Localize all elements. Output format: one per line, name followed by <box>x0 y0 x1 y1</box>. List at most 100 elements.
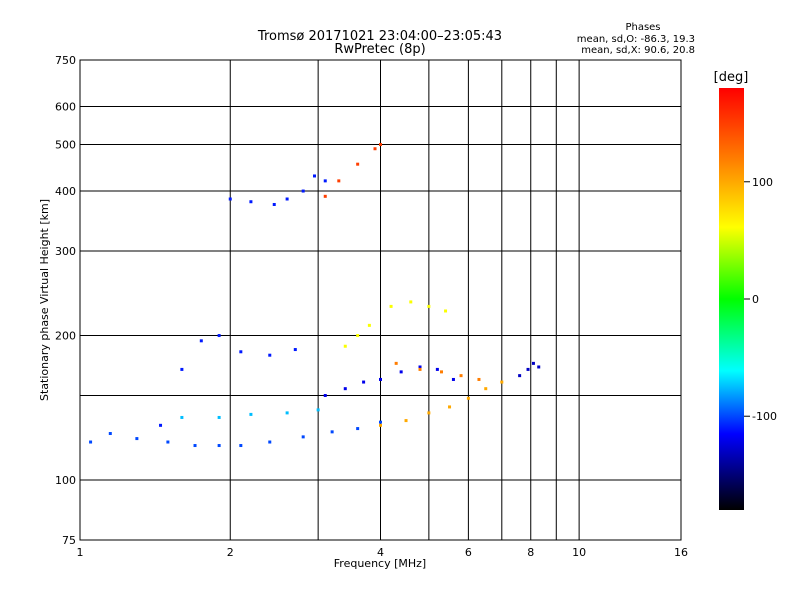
data-point <box>135 437 139 441</box>
data-point <box>180 415 184 419</box>
data-point <box>268 440 272 444</box>
x-tick-label: 10 <box>572 546 586 559</box>
data-point <box>418 367 422 371</box>
colorbar-ticks: 100 0 -100 <box>744 176 777 423</box>
data-point <box>180 367 184 371</box>
data-point <box>268 353 272 357</box>
x-tick-label: 1 <box>77 546 84 559</box>
data-point <box>239 350 243 354</box>
data-point <box>379 377 382 381</box>
data-point <box>89 440 93 444</box>
data-point <box>500 380 504 384</box>
data-point <box>249 412 253 416</box>
y-tick-label: 200 <box>55 330 76 343</box>
data-point <box>373 147 377 151</box>
stats-x: mean, sd,X: 90.6, 20.8 <box>581 45 695 56</box>
data-points <box>89 143 541 448</box>
colorbar-tick-label: -100 <box>752 410 777 423</box>
data-point <box>316 408 320 412</box>
data-point <box>448 405 452 409</box>
data-point <box>108 432 112 436</box>
colorbar-label: [deg] <box>714 70 749 85</box>
data-point <box>217 415 221 419</box>
y-tick-label: 750 <box>55 54 76 67</box>
data-point <box>199 339 203 343</box>
data-point <box>526 367 530 371</box>
data-point <box>159 423 163 427</box>
x-tick-label: 16 <box>674 546 688 559</box>
data-point <box>217 444 221 448</box>
stats-o: mean, sd,O: -86.3, 19.3 <box>577 34 695 45</box>
data-point <box>312 174 316 178</box>
x-tick-label: 2 <box>227 546 234 559</box>
data-point <box>466 396 470 400</box>
x-tick-label: 4 <box>377 546 384 559</box>
chart-title: Tromsø 20171021 23:04:00–23:05:43 <box>257 29 502 44</box>
data-point <box>323 194 327 198</box>
data-point <box>518 374 522 378</box>
data-point <box>379 423 382 427</box>
data-point <box>418 365 422 369</box>
data-point <box>531 361 535 365</box>
y-tick-label: 500 <box>55 139 76 152</box>
data-point <box>293 348 297 352</box>
data-point <box>323 394 327 398</box>
plot-frame <box>79 59 682 541</box>
y-axis-label: Stationary phase Virtual Height [km] <box>38 199 51 401</box>
data-point <box>356 334 360 338</box>
data-point <box>356 162 360 166</box>
y-axis-ticks: 75 100 200 300 400 500 600 750 <box>55 54 76 547</box>
data-point <box>330 430 334 434</box>
data-point <box>537 365 541 369</box>
data-point <box>379 143 382 147</box>
data-point <box>343 344 347 348</box>
data-point <box>444 309 448 313</box>
data-point <box>239 444 243 448</box>
chart-subtitle: RwPretec (8p) <box>334 42 425 57</box>
data-point <box>301 435 305 439</box>
data-point <box>166 440 170 444</box>
data-point <box>440 370 444 374</box>
data-point <box>459 374 463 378</box>
data-point <box>356 427 360 431</box>
data-point <box>323 179 327 183</box>
x-tick-label: 6 <box>465 546 472 559</box>
y-tick-label: 100 <box>55 474 76 487</box>
colorbar-tick-label: 0 <box>752 293 759 306</box>
data-point <box>389 304 393 308</box>
data-point <box>217 334 221 338</box>
grid-lines <box>80 60 681 540</box>
y-tick-label: 300 <box>55 245 76 258</box>
data-point <box>379 420 382 424</box>
data-point <box>228 197 232 201</box>
data-point <box>301 189 305 193</box>
data-point <box>272 202 276 206</box>
data-point <box>484 387 488 391</box>
data-point <box>367 323 371 327</box>
data-point <box>427 304 431 308</box>
data-point <box>404 419 408 423</box>
y-tick-label: 600 <box>55 101 76 114</box>
data-point <box>427 411 431 415</box>
data-point <box>409 300 413 304</box>
data-point <box>435 367 439 371</box>
data-point <box>343 387 347 391</box>
colorbar-tick-label: 100 <box>752 176 773 189</box>
data-point <box>249 200 253 204</box>
data-point <box>399 370 403 374</box>
y-tick-label: 400 <box>55 185 76 198</box>
stats-heading: Phases <box>625 22 660 33</box>
data-point <box>285 411 289 415</box>
x-axis-ticks: 1 2 4 6 8 10 16 <box>77 546 689 559</box>
x-axis-label: Frequency [MHz] <box>334 557 426 570</box>
data-point <box>337 179 341 183</box>
data-point <box>285 197 289 201</box>
y-tick-label: 75 <box>62 534 76 547</box>
data-point <box>193 444 197 448</box>
x-tick-label: 8 <box>527 546 534 559</box>
data-point <box>477 377 481 381</box>
colorbar <box>719 88 744 510</box>
data-point <box>451 377 455 381</box>
data-point <box>394 361 398 365</box>
